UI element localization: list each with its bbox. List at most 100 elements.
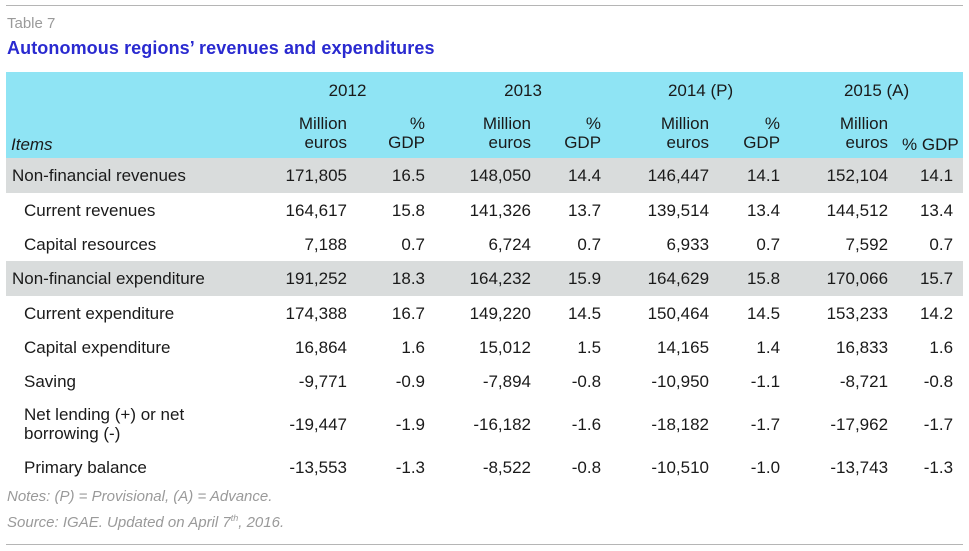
million-euros-cell: 153,233 (826, 303, 889, 323)
million-euros-header: Million euros (839, 114, 889, 152)
pct-gdp-cell: 1.4 (756, 337, 781, 357)
pct-gdp-cell: 13.4 (746, 200, 781, 220)
pct-gdp-cell: 14.5 (567, 303, 602, 323)
pct-gdp-cell: -1.0 (750, 457, 781, 477)
million-euros-cell: 144,512 (826, 200, 889, 220)
table-row: Current revenues 164,617 15.8 141,326 13.7 13… (6, 193, 963, 227)
million-euros-cell: -16,182 (473, 414, 532, 434)
million-euros-cell: 146,447 (647, 166, 710, 185)
million-euros-cell: 164,232 (469, 269, 532, 288)
pct-gdp-cell: 1.6 (401, 337, 426, 357)
million-euros-cell: 6,724 (488, 234, 532, 254)
pct-gdp-cell: 16.7 (391, 303, 426, 323)
million-euros-cell: 16,833 (836, 337, 889, 357)
pct-gdp-cell: 0.7 (401, 234, 426, 254)
table-row: Net lending (+) or net borrowing (-) -19,… (6, 398, 963, 450)
pct-gdp-cell: 14.1 (919, 166, 954, 185)
year-header-2015: 2015 (A) (843, 80, 910, 100)
million-euros-cell: 148,050 (469, 166, 532, 185)
million-euros-cell: 171,805 (285, 166, 347, 185)
pct-gdp-cell: -0.8 (571, 457, 602, 477)
pct-gdp-cell: -0.8 (923, 371, 954, 391)
million-euros-cell: 7,188 (304, 234, 347, 254)
table-notes: Notes: (P) = Provisional, (A) = Advance. (7, 488, 273, 505)
pct-gdp-cell: -1.3 (923, 457, 954, 477)
million-euros-cell: 191,252 (285, 269, 347, 288)
million-euros-header: Million euros (660, 114, 710, 152)
row-label: Non-financial revenues (12, 166, 186, 185)
million-euros-cell: 170,066 (826, 269, 889, 288)
million-euros-cell: 150,464 (647, 303, 710, 323)
pct-gdp-cell: -1.3 (395, 457, 426, 477)
row-label: Capital expenditure (24, 337, 171, 357)
year-header-2013: 2013 (504, 80, 542, 100)
pct-gdp-cell: 0.7 (756, 234, 781, 254)
pct-gdp-cell: 15.7 (919, 269, 954, 288)
pct-gdp-cell: 13.4 (919, 200, 954, 220)
million-euros-cell: -8,721 (839, 371, 889, 391)
row-label: Saving (24, 371, 76, 391)
year-header-2012: 2012 (328, 80, 367, 100)
year-header-row: 2012 2013 2014 (P) 2015 (A) (6, 72, 964, 108)
million-euros-cell: 152,104 (826, 166, 889, 185)
header-spacer (6, 72, 260, 108)
table-row: Capital resources 7,188 0.7 6,724 0.7 6,933 0.… (6, 227, 963, 261)
million-euros-cell: 14,165 (657, 337, 710, 357)
million-euros-cell: -8,522 (482, 457, 532, 477)
row-label: Primary balance (24, 457, 147, 477)
million-euros-cell: 164,617 (285, 200, 347, 220)
table-row: Saving -9,771 -0.9 -7,894 -0.8 -10,950 -1.1 -8,… (6, 364, 963, 398)
million-euros-cell: -9,771 (298, 371, 347, 391)
items-header: Items (11, 135, 53, 154)
million-euros-cell: -18,182 (651, 414, 710, 434)
bottom-rule (6, 544, 963, 545)
pct-gdp-cell: -0.8 (571, 371, 602, 391)
row-label: Net lending (+) or net borrowing (-) (24, 405, 185, 443)
million-euros-cell: -19,447 (289, 414, 347, 434)
pct-gdp-cell: 1.6 (929, 337, 954, 357)
pct-gdp-cell: 1.5 (577, 337, 602, 357)
pct-gdp-header: % GDP (743, 114, 781, 152)
year-header-2014: 2014 (P) (667, 80, 734, 100)
million-euros-cell: 164,629 (647, 269, 710, 288)
million-euros-cell: -17,962 (830, 414, 889, 434)
pct-gdp-cell: -1.7 (923, 414, 954, 434)
pct-gdp-cell: 18.3 (391, 269, 426, 288)
table-row: Capital expenditure 16,864 1.6 15,012 1.5 14,… (6, 330, 963, 364)
million-euros-cell: 15,012 (479, 337, 532, 357)
table-row: Current expenditure 174,388 16.7 149,220 14.… (6, 296, 963, 330)
pct-gdp-cell: -1.6 (571, 414, 602, 434)
unit-header-row: Items Million euros % GDP Million euros % GD… (6, 108, 964, 158)
million-euros-header: Million euros (482, 114, 532, 152)
pct-gdp-cell: -0.9 (395, 371, 426, 391)
million-euros-header: Million euros (298, 114, 347, 152)
table-row: Non-financial revenues 171,805 16.5 148,050… (6, 158, 964, 193)
pct-gdp-cell: 13.7 (567, 200, 602, 220)
table-row: Non-financial expenditure 191,252 18.3 164,… (6, 261, 964, 296)
million-euros-cell: 174,388 (285, 303, 347, 323)
million-euros-cell: -13,743 (830, 457, 889, 477)
top-rule (6, 5, 963, 6)
pct-gdp-cell: 0.7 (929, 234, 954, 254)
table-title: Autonomous regions’ revenues and expendi… (7, 38, 435, 58)
pct-gdp-cell: 15.9 (567, 269, 602, 288)
row-label: Non-financial expenditure (12, 269, 205, 288)
table-source: Source: IGAE. Updated on April 7th, 2016… (7, 513, 285, 531)
million-euros-cell: -7,894 (482, 371, 532, 391)
pct-gdp-cell: 16.5 (391, 166, 426, 185)
pct-gdp-cell: 14.1 (746, 166, 781, 185)
million-euros-cell: 16,864 (295, 337, 347, 357)
pct-gdp-cell: 14.2 (919, 303, 954, 323)
pct-gdp-cell: 14.5 (746, 303, 781, 323)
million-euros-cell: -10,950 (651, 371, 710, 391)
million-euros-cell: 141,326 (469, 200, 532, 220)
pct-gdp-cell: -1.1 (750, 371, 781, 391)
pct-gdp-header: % GDP (564, 114, 602, 152)
pct-gdp-header: % GDP (902, 135, 959, 154)
pct-gdp-cell: -1.9 (395, 414, 426, 434)
table-number: Table 7 (7, 15, 56, 32)
row-label: Current expenditure (24, 303, 175, 323)
pct-gdp-cell: 0.7 (577, 234, 602, 254)
million-euros-cell: 6,933 (666, 234, 710, 254)
million-euros-cell: -13,553 (289, 457, 347, 477)
